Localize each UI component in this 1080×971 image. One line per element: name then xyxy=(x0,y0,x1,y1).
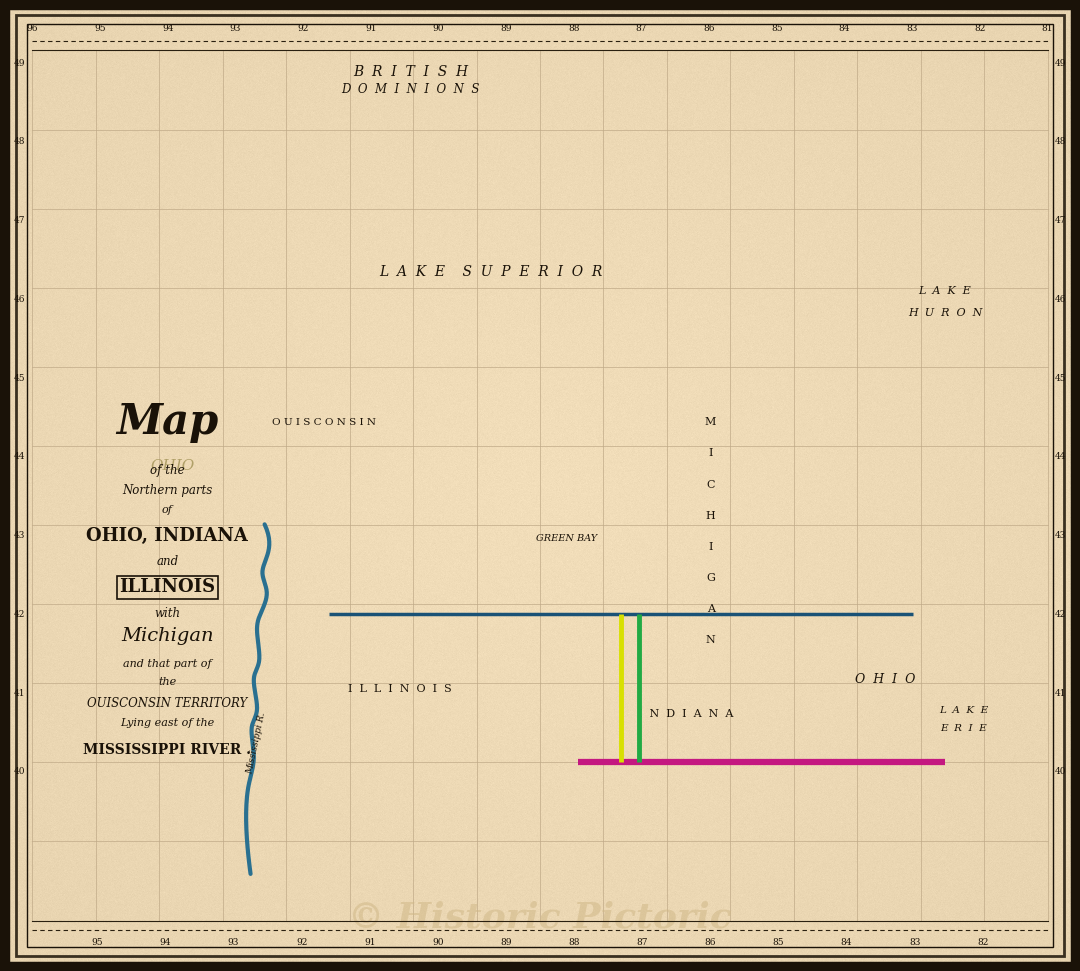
Text: 83: 83 xyxy=(909,938,920,947)
Text: N: N xyxy=(705,635,716,645)
Text: 46: 46 xyxy=(14,295,25,304)
Text: ILLINOIS: ILLINOIS xyxy=(119,579,216,596)
Text: M: M xyxy=(705,418,716,427)
Text: 46: 46 xyxy=(1055,295,1066,304)
Text: 87: 87 xyxy=(636,938,648,947)
Text: 90: 90 xyxy=(432,938,444,947)
Text: 96: 96 xyxy=(27,24,38,33)
Text: H  U  R  O  N: H U R O N xyxy=(908,308,982,318)
Text: L  A  K  E    S  U  P  E  R  I  O  R: L A K E S U P E R I O R xyxy=(380,265,603,279)
Text: Northern parts: Northern parts xyxy=(122,484,213,497)
Text: O U I S C O N S I N: O U I S C O N S I N xyxy=(272,418,376,427)
Text: H: H xyxy=(705,511,716,520)
Text: C: C xyxy=(706,480,715,489)
Text: 49: 49 xyxy=(1055,58,1066,68)
Text: I  L  L  I  N  O  I  S: I L L I N O I S xyxy=(348,685,451,694)
Text: of: of xyxy=(162,505,173,515)
Text: Lying east of the: Lying east of the xyxy=(120,719,215,728)
Text: 43: 43 xyxy=(1055,531,1066,540)
Text: 91: 91 xyxy=(365,24,377,33)
Text: 86: 86 xyxy=(703,24,715,33)
Text: 87: 87 xyxy=(636,24,647,33)
Text: 94: 94 xyxy=(160,938,171,947)
Text: 47: 47 xyxy=(14,217,25,225)
Text: 41: 41 xyxy=(1055,688,1066,698)
Text: D  O  M  I  N  I  O  N  S: D O M I N I O N S xyxy=(341,83,480,96)
Text: 44: 44 xyxy=(14,452,25,461)
Text: 45: 45 xyxy=(14,374,25,383)
Text: and that part of: and that part of xyxy=(123,659,212,669)
Text: 47: 47 xyxy=(1055,217,1066,225)
Text: and: and xyxy=(157,554,178,568)
Text: 86: 86 xyxy=(704,938,716,947)
Text: 89: 89 xyxy=(500,24,512,33)
Text: 45: 45 xyxy=(1055,374,1066,383)
Text: 44: 44 xyxy=(1055,452,1066,461)
Text: OHIO: OHIO xyxy=(151,459,194,473)
Text: 81: 81 xyxy=(1042,24,1053,33)
Text: 94: 94 xyxy=(162,24,174,33)
Text: Michigan: Michigan xyxy=(121,627,214,645)
Text: 48: 48 xyxy=(14,137,25,147)
Text: 42: 42 xyxy=(1055,610,1066,619)
Text: 83: 83 xyxy=(906,24,918,33)
Text: I: I xyxy=(708,542,713,552)
Text: Mississippi R.: Mississippi R. xyxy=(245,711,267,775)
Text: of the: of the xyxy=(150,464,185,478)
Text: Map: Map xyxy=(117,401,218,444)
Text: 90: 90 xyxy=(433,24,444,33)
Text: OUISCONSIN TERRITORY: OUISCONSIN TERRITORY xyxy=(87,697,247,711)
Text: 95: 95 xyxy=(94,24,106,33)
Text: G: G xyxy=(706,573,715,583)
Text: 49: 49 xyxy=(14,58,25,68)
Text: O  H  I  O: O H I O xyxy=(855,673,916,686)
Text: 92: 92 xyxy=(296,938,307,947)
Text: 41: 41 xyxy=(14,688,25,698)
Text: 43: 43 xyxy=(14,531,25,540)
Text: OHIO, INDIANA: OHIO, INDIANA xyxy=(86,527,248,545)
Text: 89: 89 xyxy=(500,938,512,947)
Text: 85: 85 xyxy=(771,24,783,33)
Text: 42: 42 xyxy=(14,610,25,619)
Text: L  A  K  E: L A K E xyxy=(919,286,971,296)
Text: MISSISSIPPI RIVER .: MISSISSIPPI RIVER . xyxy=(83,743,252,756)
Text: L  A  K  E: L A K E xyxy=(939,706,988,716)
Text: 82: 82 xyxy=(974,24,986,33)
Text: A: A xyxy=(706,604,715,614)
Text: 40: 40 xyxy=(14,767,25,777)
Text: E  R  I  E: E R I E xyxy=(940,723,987,733)
Text: with: with xyxy=(154,607,180,620)
Text: 84: 84 xyxy=(841,938,852,947)
Text: GREEN BAY: GREEN BAY xyxy=(537,534,597,544)
Text: 85: 85 xyxy=(772,938,784,947)
Text: 88: 88 xyxy=(568,24,580,33)
Text: 84: 84 xyxy=(839,24,850,33)
Text: 82: 82 xyxy=(977,938,988,947)
Text: I  N  D  I  A  N  A: I N D I A N A xyxy=(638,709,733,719)
Text: the: the xyxy=(159,677,176,686)
Text: 92: 92 xyxy=(297,24,309,33)
Text: I: I xyxy=(708,449,713,458)
Text: © Historic Pictoric: © Historic Pictoric xyxy=(348,900,732,935)
Text: 48: 48 xyxy=(1055,137,1066,147)
Text: 40: 40 xyxy=(1055,767,1066,777)
Text: B  R  I  T  I  S  H: B R I T I S H xyxy=(353,65,468,79)
Text: 95: 95 xyxy=(92,938,103,947)
Text: 88: 88 xyxy=(568,938,580,947)
Text: 93: 93 xyxy=(228,938,239,947)
Text: 93: 93 xyxy=(230,24,241,33)
Text: 91: 91 xyxy=(364,938,376,947)
